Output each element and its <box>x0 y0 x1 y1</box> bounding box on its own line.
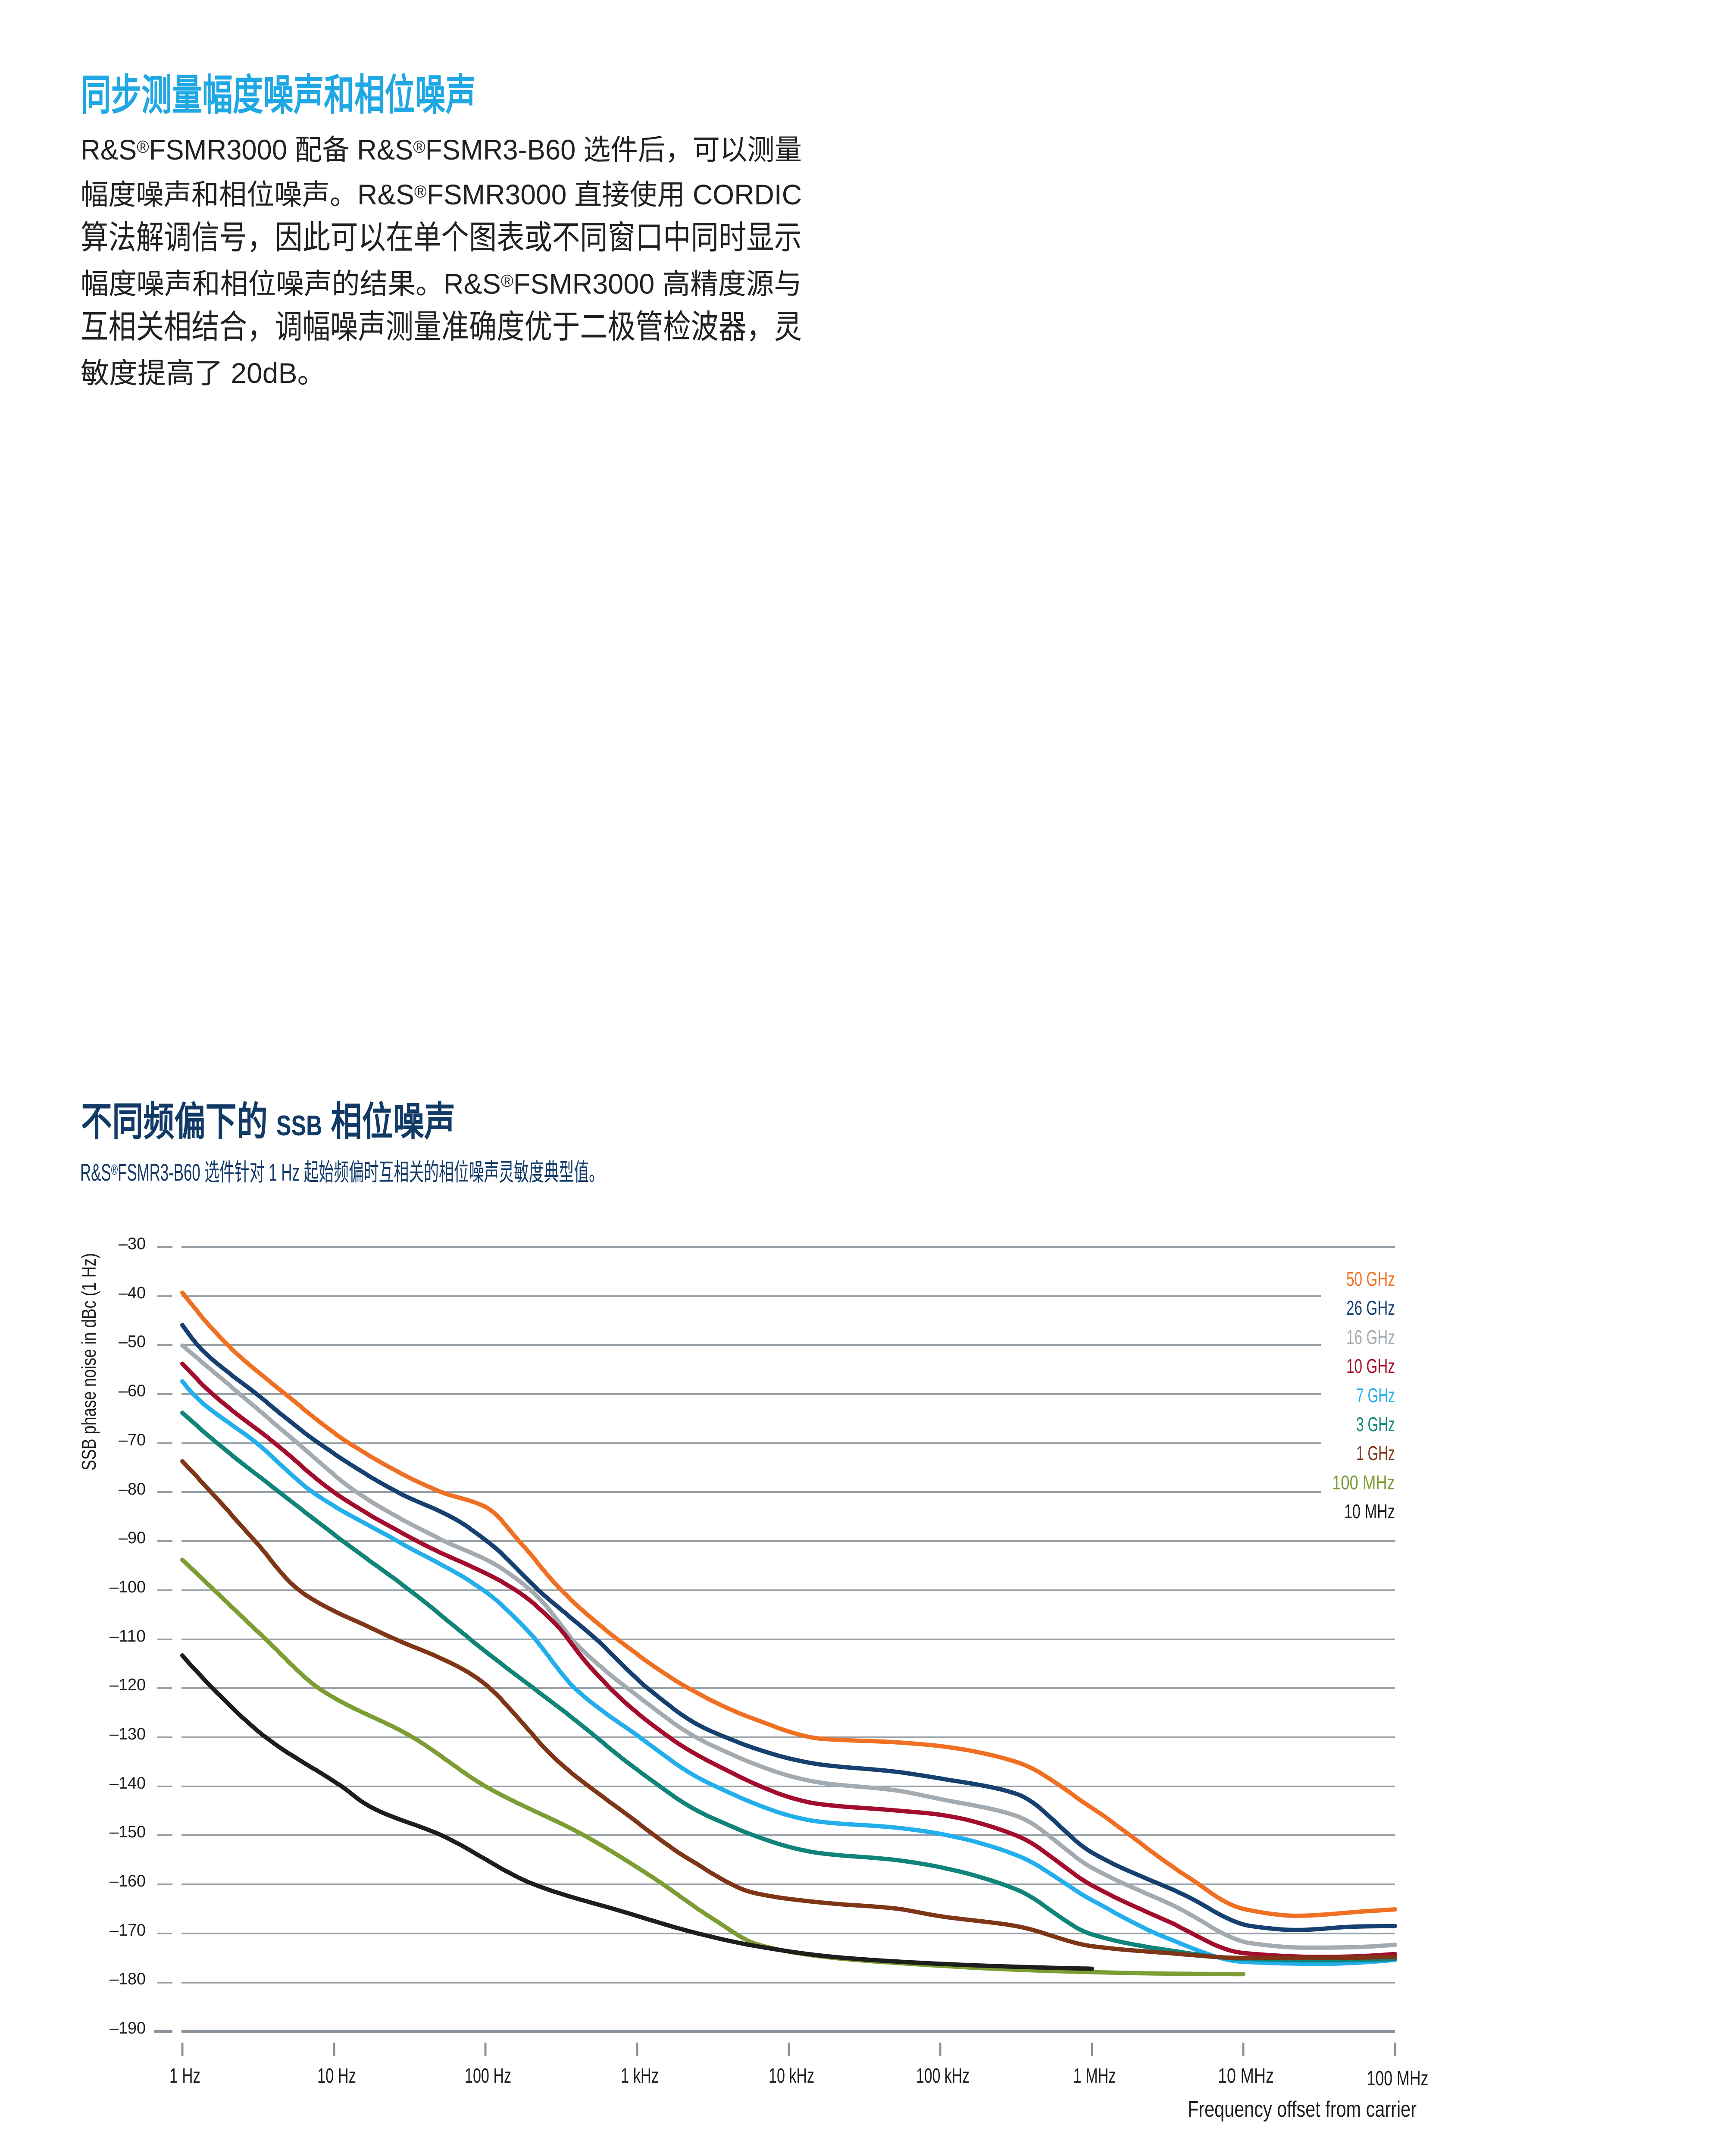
svg-text:–70: –70 <box>119 1431 146 1449</box>
svg-text:–140: –140 <box>109 1774 146 1792</box>
svg-text:–110: –110 <box>109 1627 146 1645</box>
svg-text:–90: –90 <box>119 1529 146 1547</box>
svg-text:100 kHz: 100 kHz <box>916 2065 970 2087</box>
svg-text:–180: –180 <box>109 1970 146 1988</box>
svg-text:算法解调信号，因此可以在单个图表或不同窗口中同时显示: 算法解调信号，因此可以在单个图表或不同窗口中同时显示 <box>81 219 802 256</box>
svg-text:敏度提高了 20dB。: 敏度提高了 20dB。 <box>81 357 325 389</box>
svg-text:26 GHz: 26 GHz <box>1346 1297 1395 1319</box>
svg-text:100 MHz: 100 MHz <box>1332 1471 1395 1494</box>
svg-text:50 GHz: 50 GHz <box>1346 1268 1395 1290</box>
svg-text:10 GHz: 10 GHz <box>1346 1355 1395 1377</box>
svg-text:100 MHz: 100 MHz <box>1367 2067 1429 2090</box>
svg-text:–190: –190 <box>109 2019 146 2037</box>
svg-text:100 Hz: 100 Hz <box>465 2065 511 2087</box>
svg-text:10 kHz: 10 kHz <box>769 2065 814 2087</box>
svg-text:16 GHz: 16 GHz <box>1346 1326 1395 1348</box>
svg-text:同步测量幅度噪声和相位噪声: 同步测量幅度噪声和相位噪声 <box>81 71 476 119</box>
svg-text:SSB phase noise in dBc (1 Hz): SSB phase noise in dBc (1 Hz) <box>78 1253 100 1470</box>
svg-text:Frequency offset from carrier: Frequency offset from carrier <box>1188 2097 1417 2122</box>
svg-text:1 kHz: 1 kHz <box>621 2065 659 2087</box>
svg-text:–50: –50 <box>119 1332 146 1351</box>
svg-text:幅度噪声和相位噪声。R&S®​FSMR3000 直接使用 C: 幅度噪声和相位噪声。R&S®​FSMR3000 直接使用 CORDIC <box>81 179 802 210</box>
svg-text:3 GHz: 3 GHz <box>1356 1413 1395 1435</box>
svg-text:不同频偏下的 SSB 相位噪声: 不同频偏下的 SSB 相位噪声 <box>81 1100 455 1144</box>
svg-text:–160: –160 <box>109 1872 146 1890</box>
svg-text:–80: –80 <box>119 1480 146 1498</box>
svg-text:10 MHz: 10 MHz <box>1218 2065 1274 2087</box>
svg-text:7 GHz: 7 GHz <box>1356 1384 1395 1407</box>
svg-text:–120: –120 <box>109 1676 146 1694</box>
svg-text:–150: –150 <box>109 1823 146 1841</box>
svg-text:–30: –30 <box>119 1235 146 1253</box>
svg-text:1 GHz: 1 GHz <box>1356 1442 1395 1464</box>
svg-text:互相关相结合，调幅噪声测量准确度优于二极管检波器，灵: 互相关相结合，调幅噪声测量准确度优于二极管检波器，灵 <box>81 309 802 345</box>
svg-text:–130: –130 <box>109 1725 146 1743</box>
svg-text:1 Hz: 1 Hz <box>169 2065 200 2087</box>
svg-text:R&S®​FSMR3000 配备 R&S®​FSMR3-B6: R&S®​FSMR3000 配备 R&S®​FSMR3-B60 选件后，可以测量 <box>81 134 802 166</box>
svg-text:–170: –170 <box>109 1921 146 1940</box>
svg-text:10 MHz: 10 MHz <box>1344 1500 1395 1523</box>
svg-text:10 Hz: 10 Hz <box>317 2065 356 2087</box>
svg-text:幅度噪声和相位噪声的结果。R&S®​FSMR3000 高精度: 幅度噪声和相位噪声的结果。R&S®​FSMR3000 高精度源与 <box>81 268 802 300</box>
svg-text:R&S®​FSMR3-B60 选件针对 1 Hz 起始频偏时: R&S®​FSMR3-B60 选件针对 1 Hz 起始频偏时互相关的相位噪声灵敏… <box>80 1159 604 1186</box>
svg-text:–100: –100 <box>109 1578 146 1596</box>
svg-text:–40: –40 <box>119 1284 146 1302</box>
svg-text:–60: –60 <box>119 1382 146 1400</box>
svg-text:1 MHz: 1 MHz <box>1073 2065 1116 2087</box>
